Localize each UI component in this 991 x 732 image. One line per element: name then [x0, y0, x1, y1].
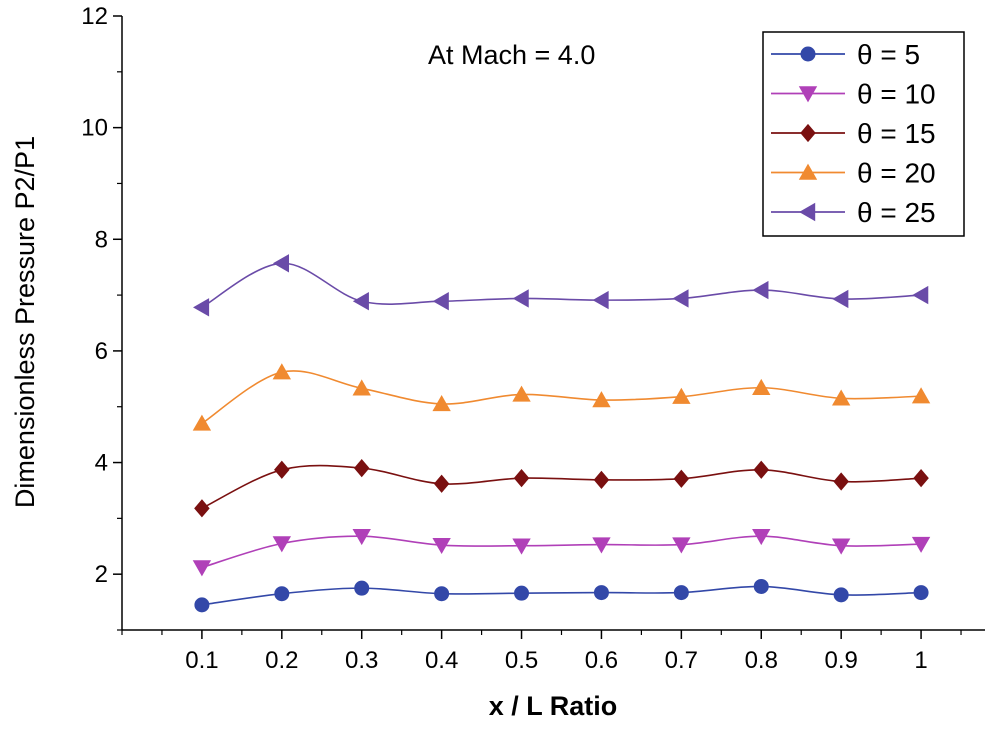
data-point: [753, 578, 769, 594]
x-tick-label: 0.2: [265, 647, 298, 674]
data-point: [592, 537, 611, 554]
data-point: [913, 469, 929, 488]
series-1: [194, 578, 929, 613]
series-5: [193, 254, 929, 317]
data-point: [832, 289, 849, 309]
data-point: [512, 538, 531, 555]
data-point: [193, 298, 210, 317]
data-point: [831, 538, 851, 555]
legend-marker: [799, 202, 816, 222]
data-point: [272, 254, 290, 273]
data-point: [352, 379, 371, 396]
series-4: [192, 363, 931, 431]
y-axis-title: Dimensionless Pressure P2/P1: [10, 136, 40, 508]
data-point: [593, 585, 609, 601]
legend-box: [762, 31, 965, 237]
data-point: [272, 536, 292, 553]
legend-marker: [800, 123, 816, 143]
y-tick-label: 2: [95, 561, 108, 588]
legend-label: θ = 25: [857, 197, 936, 228]
x-tick-label: 1: [914, 647, 927, 674]
data-point: [432, 537, 451, 555]
data-point: [512, 385, 531, 402]
legend-marker: [800, 46, 816, 62]
data-point: [592, 391, 611, 408]
data-point: [752, 280, 769, 300]
data-point: [352, 292, 369, 311]
series-line: [201, 262, 922, 309]
data-point: [513, 469, 530, 488]
series-2: [192, 529, 931, 577]
series-line: [201, 370, 922, 425]
data-point: [354, 580, 370, 596]
data-point: [673, 585, 689, 601]
data-point: [833, 587, 849, 603]
data-point: [673, 469, 690, 488]
x-tick-label: 0.4: [425, 647, 458, 674]
data-point: [592, 290, 609, 310]
x-tick-label: 0.6: [585, 647, 618, 674]
data-point: [192, 560, 212, 577]
data-point: [753, 460, 770, 479]
data-point: [194, 499, 210, 518]
series-line: [201, 464, 922, 510]
data-point: [274, 460, 290, 479]
series-line: [201, 585, 922, 606]
data-point: [911, 536, 931, 553]
legend-label: θ = 20: [857, 158, 936, 189]
data-point: [432, 292, 449, 311]
x-tick-label: 0.3: [345, 647, 378, 674]
y-tick-label: 12: [81, 3, 108, 30]
x-tick-label: 0.7: [665, 647, 698, 674]
data-point: [672, 537, 691, 554]
x-tick-label: 0.9: [824, 647, 857, 674]
data-point: [911, 387, 931, 404]
data-point: [593, 470, 610, 489]
data-point: [272, 363, 292, 380]
legend-label: θ = 10: [857, 79, 936, 110]
data-point: [274, 586, 290, 602]
data-point: [432, 395, 451, 412]
data-point: [434, 586, 450, 602]
y-tick-label: 10: [81, 115, 108, 142]
legend-marker: [798, 163, 818, 180]
legend: θ = 5 θ = 10 θ = 15 θ = 20 θ = 25: [762, 31, 965, 237]
data-point: [514, 585, 530, 601]
data-point: [752, 529, 771, 546]
data-point: [672, 289, 689, 308]
legend-label: θ = 15: [857, 118, 936, 149]
y-tick-label: 4: [95, 450, 108, 477]
data-point: [912, 285, 929, 305]
series-3: [194, 459, 929, 518]
data-point: [194, 597, 210, 613]
x-tick-label: 0.8: [745, 647, 778, 674]
series-line: [201, 535, 922, 569]
x-tick-label: 0.5: [505, 647, 538, 674]
legend-marker: [798, 86, 818, 103]
y-tick-label: 6: [95, 338, 108, 365]
data-point: [353, 459, 370, 478]
data-point: [752, 378, 771, 395]
data-point: [672, 387, 691, 404]
data-point: [512, 289, 529, 308]
data-point: [831, 389, 851, 406]
x-axis-title: x / L Ratio: [489, 691, 618, 721]
data-point: [433, 474, 450, 493]
legend-label: θ = 5: [857, 39, 920, 70]
data-point: [352, 529, 371, 546]
x-tick-label: 0.1: [185, 647, 218, 674]
chart-annotation: At Mach = 4.0: [428, 40, 595, 70]
data-point: [913, 585, 929, 601]
series-group: [192, 254, 931, 613]
data-point: [833, 472, 849, 491]
y-tick-label: 8: [95, 226, 108, 253]
data-point: [192, 414, 212, 431]
